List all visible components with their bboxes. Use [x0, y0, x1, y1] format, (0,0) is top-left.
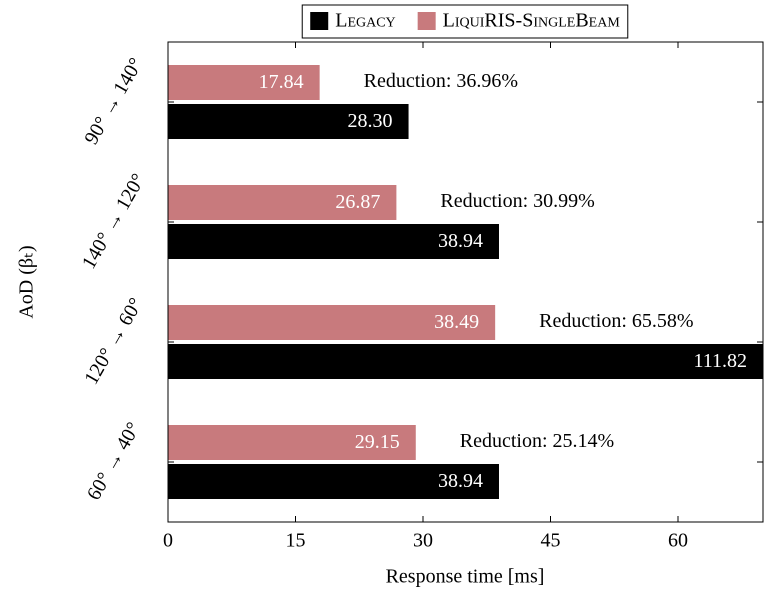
annotation: Reduction: 65.58% — [539, 310, 693, 332]
bar — [168, 104, 409, 139]
bar-value-label: 38.94 — [438, 470, 483, 492]
x-tick-label: 0 — [163, 530, 173, 552]
legend-swatch — [310, 12, 329, 30]
y-tick-label: 120° → 60° — [80, 294, 147, 388]
y-tick-label: 60° → 40° — [83, 419, 145, 504]
x-axis-label: Response time [ms] — [386, 566, 545, 588]
bar-value-label: 17.84 — [259, 71, 304, 93]
bar — [168, 344, 763, 379]
x-tick-label: 45 — [541, 530, 561, 552]
bar — [168, 65, 320, 100]
annotation: Reduction: 30.99% — [440, 190, 594, 212]
bar-value-label: 111.82 — [693, 350, 747, 372]
legend-swatch — [417, 12, 436, 30]
plot-frame — [167, 41, 764, 523]
bar — [168, 224, 499, 259]
bar-value-label: 28.30 — [348, 110, 393, 132]
bar-value-label: 38.49 — [434, 311, 479, 333]
x-tick-label: 15 — [286, 530, 306, 552]
y-tick-label: 90° → 140° — [80, 54, 147, 148]
bar — [168, 425, 416, 460]
bar-value-label: 38.94 — [438, 230, 483, 252]
plot-area — [168, 65, 763, 499]
y-tick-label: 140° → 120° — [78, 170, 150, 273]
legend-box — [301, 4, 629, 39]
bar-value-label: 29.15 — [355, 431, 400, 453]
annotation: Reduction: 36.96% — [364, 70, 518, 92]
legend-label: LiquiRIS-SingleBeam — [443, 10, 621, 32]
annotation: Reduction: 25.14% — [460, 430, 614, 452]
bar — [168, 305, 496, 340]
legend: Legacy LiquiRIS-SingleBeam — [301, 4, 629, 39]
bar-value-label: 26.87 — [335, 191, 380, 213]
bar — [168, 464, 499, 499]
bar — [168, 185, 397, 220]
x-tick-label: 60 — [668, 530, 688, 552]
x-tick-label: 30 — [413, 530, 433, 552]
y-axis-label: AoD (βₜ) — [16, 245, 38, 318]
legend-label: Legacy — [335, 10, 395, 32]
